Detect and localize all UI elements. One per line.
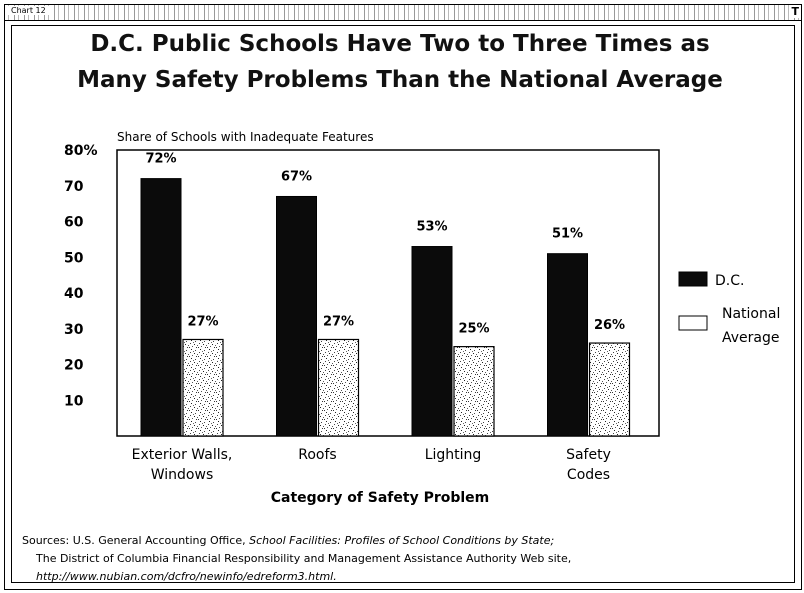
sources-prefix: Sources: U.S. General Accounting Office, — [22, 534, 250, 547]
sources-url: http://www.nubian.com/dcfro/newinfo/edre… — [36, 570, 337, 583]
sources-line-1: Sources: U.S. General Accounting Office,… — [22, 532, 571, 550]
x-axis-title: Category of Safety Problem — [270, 490, 490, 506]
bar-national-average — [453, 346, 495, 437]
data-label-national: 27% — [323, 314, 354, 329]
chart-title-line-1: D.C. Public Schools Have Two to Three Ti… — [90, 31, 710, 57]
legend-label-dc: D.C. — [715, 273, 744, 289]
y-tick-label: 60 — [64, 215, 84, 231]
plot-area-border — [116, 149, 660, 437]
data-label-dc: 67% — [281, 169, 312, 184]
legend-swatch-national — [678, 315, 708, 331]
chart-title-line-2: Many Safety Problems Than the National A… — [77, 67, 723, 93]
chart-number-tag: Chart 12 — [7, 6, 50, 15]
y-tick-label: 80% — [64, 143, 98, 159]
y-tick-label: 30 — [64, 322, 84, 338]
x-tick-label: Exterior Walls, — [132, 447, 233, 463]
sources-line-3: http://www.nubian.com/dcfro/newinfo/edre… — [22, 568, 571, 586]
bar-national-average — [182, 338, 224, 437]
y-tick-label: 40 — [64, 286, 84, 302]
header-strip: Chart 12 T — [5, 5, 801, 21]
bar-dc — [140, 178, 182, 437]
sources-line-2: The District of Columbia Financial Respo… — [36, 552, 572, 565]
data-label-national: 27% — [187, 314, 218, 329]
chart-title: D.C. Public Schools Have Two to Three Ti… — [60, 26, 740, 98]
y-tick-label: 70 — [64, 179, 84, 195]
legend-swatch-dc — [678, 271, 708, 287]
bar-dc — [411, 246, 453, 437]
y-tick-label: 50 — [64, 250, 84, 266]
chart-frame: Chart 12 T — [4, 4, 802, 590]
sources-report-title: School Facilities: Profiles of School Co… — [249, 534, 555, 547]
x-tick-label: Codes — [567, 467, 610, 483]
chart-panel — [11, 25, 795, 583]
chart-subtitle: Share of Schools with Inadequate Feature… — [117, 130, 374, 144]
legend-label-national: Average — [722, 330, 780, 346]
bar-dc — [547, 253, 588, 437]
data-label-dc: 72% — [145, 152, 176, 167]
data-label-dc: 53% — [416, 220, 447, 235]
sources-note: Sources: U.S. General Accounting Office,… — [22, 532, 571, 586]
bar-dc — [276, 195, 317, 437]
x-tick-label: Windows — [151, 467, 214, 483]
x-tick-label: Safety — [566, 447, 611, 463]
corner-mark: T — [791, 5, 799, 18]
y-tick-label: 20 — [64, 358, 84, 374]
bar-national-average — [317, 338, 360, 437]
y-tick-label: 10 — [64, 393, 84, 409]
bar-national-average — [588, 342, 631, 437]
data-label-dc: 51% — [552, 227, 583, 242]
data-label-national: 25% — [458, 322, 489, 337]
x-tick-label: Roofs — [298, 447, 336, 463]
x-tick-label: Lighting — [425, 447, 482, 463]
legend-label-national: National — [722, 306, 780, 322]
data-label-national: 26% — [594, 318, 625, 333]
